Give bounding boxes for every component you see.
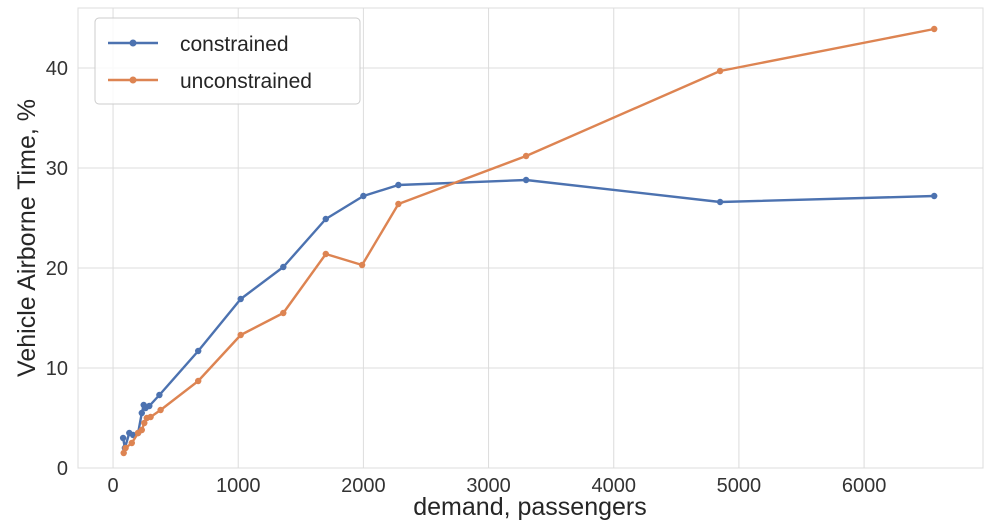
data-point-constrained xyxy=(146,402,153,410)
data-point-unconstrained xyxy=(358,261,366,269)
x-tick-label: 0 xyxy=(107,475,118,497)
data-point-unconstrained xyxy=(141,419,148,427)
legend-label-unconstrained: unconstrained xyxy=(180,70,312,93)
x-tick-label: 5000 xyxy=(717,475,762,497)
legend: constrained unconstrained xyxy=(94,17,361,105)
x-tick-label: 6000 xyxy=(842,475,887,497)
y-tick-label: 0 xyxy=(57,458,68,480)
y-axis-title: Vehicle Airborne Time, % xyxy=(13,99,41,377)
data-point-constrained xyxy=(360,192,367,200)
data-point-constrained xyxy=(280,263,287,271)
legend-box xyxy=(94,17,361,105)
x-axis-title: demand, passengers xyxy=(413,493,646,521)
data-point-unconstrained xyxy=(138,426,145,434)
data-point-unconstrained xyxy=(280,309,287,317)
legend-marker-constrained xyxy=(129,39,137,47)
x-tick-label: 4000 xyxy=(591,475,636,497)
y-tick-label: 10 xyxy=(46,358,68,380)
data-point-unconstrained xyxy=(522,152,530,160)
y-tick-label: 20 xyxy=(46,258,68,280)
tick-labels: 0 1000 2000 3000 4000 5000 6000 0 10 20 30 40 xyxy=(46,58,887,497)
data-point-constrained xyxy=(195,347,202,355)
data-point-unconstrained xyxy=(237,331,244,339)
legend-marker-unconstrained xyxy=(129,76,137,84)
data-point-constrained xyxy=(931,192,938,200)
data-point-unconstrained xyxy=(122,444,129,452)
data-point-unconstrained xyxy=(128,439,135,447)
y-tick-label: 30 xyxy=(46,158,68,180)
data-point-unconstrained xyxy=(195,377,202,385)
series-layer xyxy=(119,25,938,457)
data-point-unconstrained xyxy=(120,449,127,457)
data-point-unconstrained xyxy=(395,200,402,208)
series-unconstrained xyxy=(120,25,938,457)
data-point-unconstrained xyxy=(157,406,164,414)
legend-label-constrained: constrained xyxy=(180,33,289,56)
x-tick-label: 3000 xyxy=(466,475,511,497)
data-point-constrained xyxy=(237,295,244,303)
data-point-constrained xyxy=(119,434,127,442)
x-tick-label: 2000 xyxy=(341,475,386,497)
x-tick-label: 1000 xyxy=(216,475,261,497)
data-point-unconstrained xyxy=(147,413,154,421)
data-point-constrained xyxy=(138,409,145,417)
data-point-constrained xyxy=(716,198,724,206)
data-point-constrained xyxy=(522,176,530,184)
data-point-unconstrained xyxy=(716,67,724,75)
data-point-constrained xyxy=(395,181,402,189)
data-point-unconstrained xyxy=(322,250,329,258)
data-point-constrained xyxy=(156,391,163,399)
y-tick-label: 40 xyxy=(46,58,68,80)
data-point-unconstrained xyxy=(931,25,938,33)
data-point-constrained xyxy=(322,215,329,223)
